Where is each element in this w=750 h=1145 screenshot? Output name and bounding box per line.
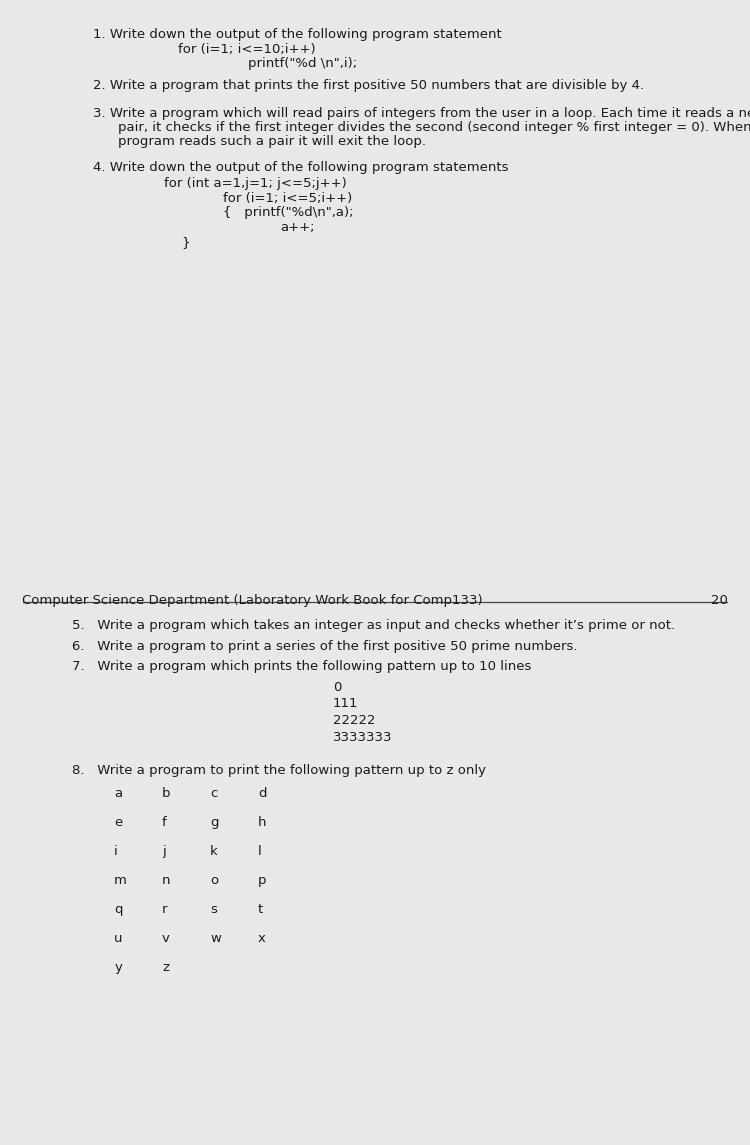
Text: d: d <box>258 788 266 800</box>
Text: 3333333: 3333333 <box>333 731 392 743</box>
Text: {   printf("%d\n",a);: { printf("%d\n",a); <box>224 206 354 220</box>
Text: 7.   Write a program which prints the following pattern up to 10 lines: 7. Write a program which prints the foll… <box>72 661 531 673</box>
Text: n: n <box>162 874 170 887</box>
Text: z: z <box>162 961 169 974</box>
Text: y: y <box>114 961 122 974</box>
Text: m: m <box>114 874 127 887</box>
Text: s: s <box>210 903 217 916</box>
Text: c: c <box>210 788 218 800</box>
Text: k: k <box>210 845 218 859</box>
Text: 0: 0 <box>333 680 341 694</box>
Text: 8.   Write a program to print the following pattern up to z only: 8. Write a program to print the followin… <box>72 764 486 777</box>
Text: 22222: 22222 <box>333 714 375 727</box>
Text: v: v <box>162 932 170 945</box>
Text: }: } <box>182 236 190 248</box>
Text: p: p <box>258 874 266 887</box>
Text: u: u <box>114 932 123 945</box>
Text: for (i=1; i<=5;i++): for (i=1; i<=5;i++) <box>224 191 352 205</box>
Text: e: e <box>114 816 122 829</box>
Text: a++;: a++; <box>280 221 314 234</box>
Text: o: o <box>210 874 218 887</box>
Text: x: x <box>258 932 266 945</box>
Text: g: g <box>210 816 218 829</box>
Text: 1. Write down the output of the following program statement: 1. Write down the output of the followin… <box>93 27 502 41</box>
Text: for (i=1; i<=10;i++): for (i=1; i<=10;i++) <box>178 44 315 56</box>
Text: a: a <box>114 788 122 800</box>
Text: j: j <box>162 845 166 859</box>
Text: l: l <box>258 845 262 859</box>
Text: h: h <box>258 816 266 829</box>
Text: i: i <box>114 845 118 859</box>
Text: 3. Write a program which will read pairs of integers from the user in a loop. Ea: 3. Write a program which will read pairs… <box>93 106 750 120</box>
Text: f: f <box>162 816 166 829</box>
Text: r: r <box>162 903 167 916</box>
Text: for (int a=1,j=1; j<=5;j++): for (int a=1,j=1; j<=5;j++) <box>164 176 346 190</box>
Text: 20: 20 <box>711 594 728 607</box>
Text: b: b <box>162 788 170 800</box>
Text: 4. Write down the output of the following program statements: 4. Write down the output of the followin… <box>93 161 509 174</box>
Text: printf("%d \n",i);: printf("%d \n",i); <box>248 57 357 71</box>
Text: w: w <box>210 932 221 945</box>
Text: program reads such a pair it will exit the loop.: program reads such a pair it will exit t… <box>118 135 426 148</box>
Text: 2. Write a program that prints the first positive 50 numbers that are divisible : 2. Write a program that prints the first… <box>93 79 644 93</box>
Text: 111: 111 <box>333 697 358 710</box>
Text: Computer Science Department (Laboratory Work Book for Comp133): Computer Science Department (Laboratory … <box>22 594 483 607</box>
Text: 5.   Write a program which takes an integer as input and checks whether it’s pri: 5. Write a program which takes an intege… <box>72 619 675 632</box>
Text: t: t <box>258 903 263 916</box>
Text: q: q <box>114 903 123 916</box>
Text: 6.   Write a program to print a series of the first positive 50 prime numbers.: 6. Write a program to print a series of … <box>72 640 578 653</box>
Text: pair, it checks if the first integer divides the second (second integer % first : pair, it checks if the first integer div… <box>118 121 750 134</box>
